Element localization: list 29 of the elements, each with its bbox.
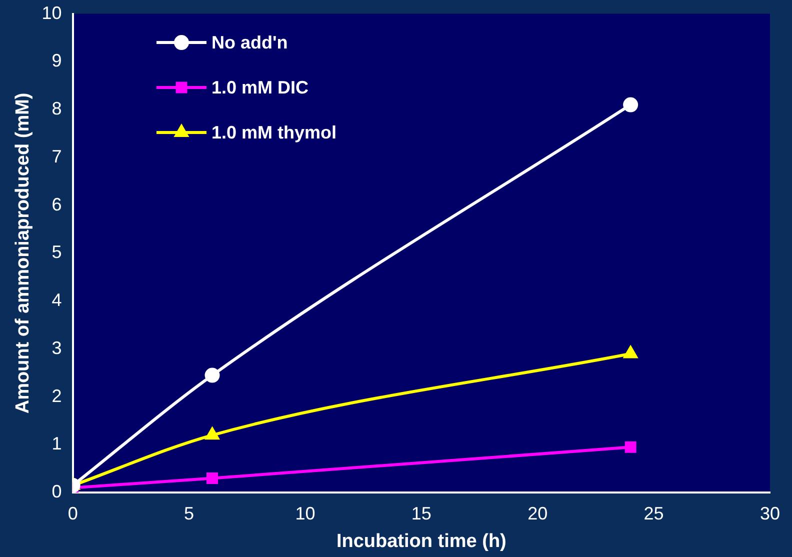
- x-tick-label: 10: [295, 503, 316, 524]
- legend-label: No add'n: [211, 32, 288, 52]
- x-tick-label: 0: [68, 503, 78, 524]
- y-tick-label: 0: [52, 482, 62, 502]
- point: [204, 368, 220, 383]
- point: [624, 441, 636, 453]
- point: [624, 346, 638, 358]
- x-tick-label: 30: [760, 503, 780, 524]
- y-tick-label: 10: [42, 2, 62, 23]
- x-tick-label: 15: [411, 503, 432, 524]
- x-tick-label: 25: [644, 503, 664, 524]
- legend-label: 1.0 mM DIC: [211, 77, 309, 98]
- x-tick-label: 5: [184, 503, 194, 524]
- y-tick-label: 1: [52, 434, 62, 454]
- legend-label: 1.0 mM thymol: [211, 122, 337, 142]
- y-tick-label: 8: [52, 98, 62, 119]
- y-tick-label: 5: [52, 242, 62, 262]
- x-tick-label: 20: [528, 503, 548, 524]
- y-tick-label: 6: [52, 194, 62, 214]
- point: [206, 472, 218, 484]
- y-tick-label: 7: [52, 146, 62, 166]
- y-axis-title: Amount of ammoniaproduced (mM): [12, 92, 34, 414]
- y-tick-label: 4: [52, 290, 62, 310]
- point: [206, 428, 219, 440]
- x-axis-title: Incubation time (h): [336, 530, 506, 552]
- point: [623, 97, 638, 112]
- y-tick-label: 3: [52, 338, 62, 358]
- y-tick-label: 9: [52, 50, 62, 71]
- y-tick-label: 2: [52, 386, 62, 406]
